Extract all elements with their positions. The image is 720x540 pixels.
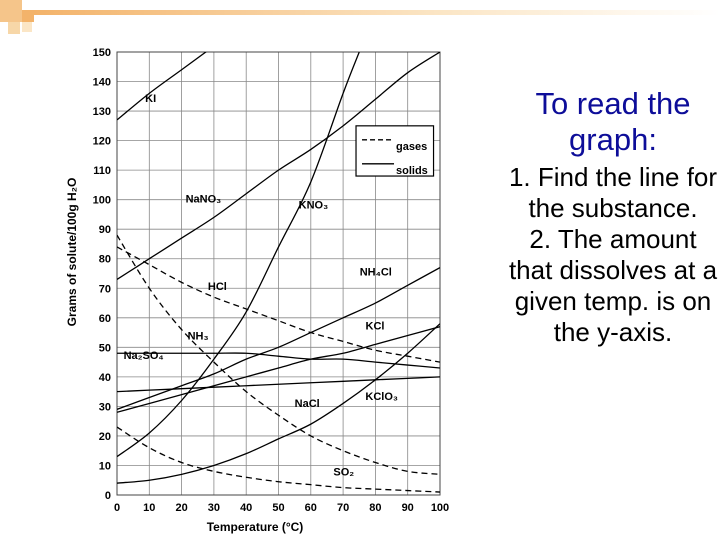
series-label-nh3: NH₃ [188, 331, 209, 343]
series-line-na2so4 [117, 352, 440, 369]
series-label-ki: KI [145, 93, 156, 105]
series-label-kcl: KCl [366, 320, 385, 332]
x-tick-label: 20 [175, 502, 187, 514]
x-tick-label: 50 [272, 502, 284, 514]
chart-series-labels: KI NaNO₃ KNO₃ HCl NH₄Cl NH₃ Na₂SO₄ KCl NaCl KClO₃… [124, 93, 398, 479]
x-tick-label: 80 [369, 502, 381, 514]
legend-box [355, 125, 435, 177]
y-tick-label: 30 [99, 401, 111, 413]
y-tick-label: 70 [99, 283, 111, 295]
instruction-steps: 1. Find the line for the substance. 2. T… [506, 162, 720, 348]
decor-square [22, 22, 32, 32]
solubility-chart: KI NaNO₃ KNO₃ HCl NH₄Cl NH₃ Na₂SO₄ KCl NaCl KClO₃… [65, 47, 450, 534]
chart-series-lines [117, 52, 440, 493]
y-tick-label: 0 [105, 490, 111, 502]
x-tick-label: 10 [143, 502, 155, 514]
legend-label-gases: gases [396, 141, 427, 153]
instruction-step-1: 1. Find the line for the substance. [508, 162, 718, 223]
y-tick-label: 130 [93, 106, 111, 118]
series-line-so2 [117, 426, 440, 493]
series-label-na2so4: Na₂SO₄ [124, 350, 164, 362]
y-tick-label: 80 [99, 254, 111, 266]
y-tick-label: 50 [99, 342, 111, 354]
y-tick-label: 10 [99, 460, 111, 472]
series-label-hcl: HCl [208, 281, 227, 293]
series-line-nh3 [117, 234, 440, 475]
series-label-nano3: NaNO₃ [186, 194, 222, 206]
series-line-hcl [117, 246, 440, 363]
y-tick-label: 20 [99, 431, 111, 443]
x-tick-label: 60 [305, 502, 317, 514]
x-tick-label: 100 [431, 502, 449, 514]
chart-tick-labels: 0 10 20 30 40 50 60 70 80 90 100 110 120 130 140 150 0 10… [93, 47, 450, 514]
series-line-kcl [117, 326, 440, 413]
x-axis-title: Temperature (°C) [207, 520, 304, 534]
series-label-kclo3: KClO₃ [365, 391, 398, 403]
decor-square [0, 0, 22, 22]
series-label-kno3: KNO₃ [299, 199, 329, 211]
x-tick-label: 70 [337, 502, 349, 514]
y-tick-label: 110 [93, 165, 111, 177]
decor-square [22, 10, 34, 22]
x-tick-label: 30 [208, 502, 220, 514]
series-line-kno3 [117, 52, 360, 458]
plot-frame [116, 51, 441, 496]
y-tick-label: 150 [93, 47, 111, 59]
series-label-nacl: NaCl [295, 398, 320, 410]
series-label-nh4cl: NH₄Cl [360, 266, 392, 278]
series-line-kclo3 [117, 323, 440, 484]
series-line-nacl [117, 376, 440, 393]
x-tick-label: 40 [240, 502, 252, 514]
instruction-step-2: 2. The amount that dissolves at a given … [508, 224, 718, 347]
series-line-nano3 [117, 52, 440, 280]
y-tick-label: 60 [99, 313, 111, 325]
slide-title: To read the graph: [535, 86, 691, 157]
legend-label-solids: solids [396, 165, 428, 177]
slide-caption: To read the graph: 1. Find the line for … [506, 86, 720, 348]
series-label-so2: SO₂ [333, 467, 354, 479]
y-tick-label: 40 [99, 372, 111, 384]
y-axis-title: Grams of solute/100g H₂O [65, 178, 79, 327]
x-tick-label: 0 [114, 502, 120, 514]
chart-legend: gases solids [355, 125, 435, 177]
y-tick-label: 120 [93, 136, 111, 148]
y-tick-label: 90 [99, 224, 111, 236]
series-line-ki [117, 52, 207, 121]
x-tick-label: 90 [402, 502, 414, 514]
y-tick-label: 100 [93, 195, 111, 207]
y-tick-label: 140 [93, 77, 111, 89]
decor-header-line [34, 10, 720, 15]
decor-square [8, 22, 20, 34]
